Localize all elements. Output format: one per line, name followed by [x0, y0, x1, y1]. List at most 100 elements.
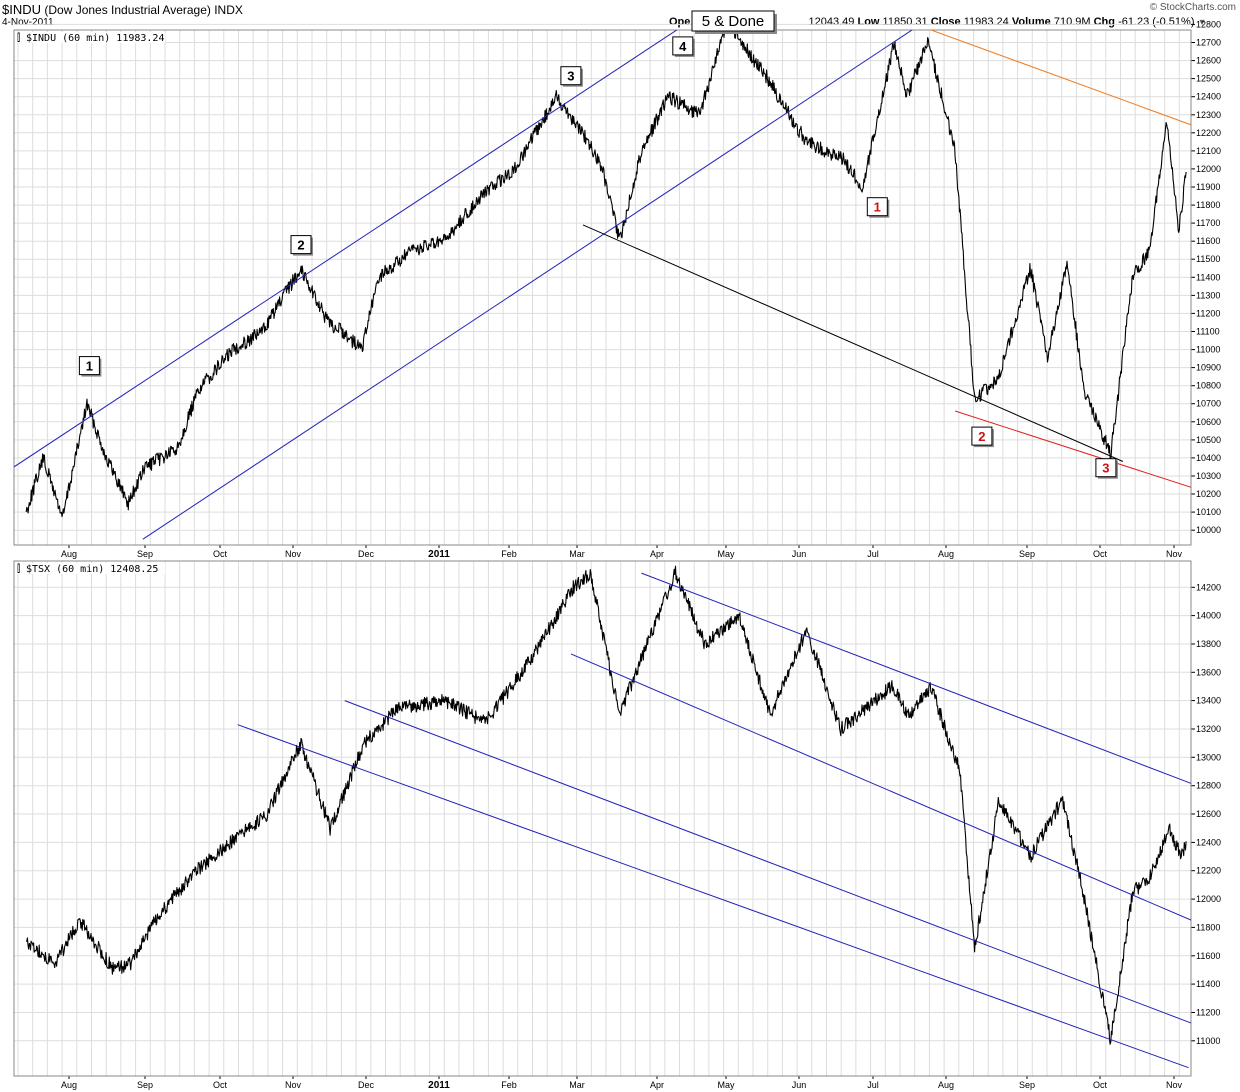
bars-icon: ⫿ [17, 32, 20, 44]
wave-label: 2 [971, 426, 994, 448]
bars-icon: ⫿ [17, 563, 20, 575]
x-tick-label: May [717, 549, 735, 559]
y-tick-label: 11200 [1196, 308, 1220, 318]
x-tick-label: Aug [61, 1080, 77, 1090]
y-tick-label: 10500 [1196, 435, 1221, 445]
x-tick-label: Sep [137, 1080, 153, 1090]
y-tick-label: 11600 [1196, 236, 1220, 246]
quote-date: 4-Nov-2011 [2, 17, 54, 28]
annotation-box: 5 & Done [691, 10, 777, 34]
x-tick-label: Nov [285, 1080, 302, 1090]
x-tick-label: Sep [1019, 549, 1035, 559]
wave-label-text: 2 [978, 429, 985, 444]
black-trendline [582, 224, 1124, 462]
blue-trendline [237, 724, 1189, 1069]
x-tick-label: Oct [213, 1080, 228, 1090]
y-tick-label: 13400 [1196, 696, 1221, 706]
annotation-text: 5 & Done [702, 13, 765, 30]
x-tick-label: Nov [1166, 549, 1183, 559]
wave-label: 3 [560, 66, 583, 87]
open-label: Ope [669, 16, 691, 28]
x-tick-label: May [717, 1080, 735, 1090]
x-tick-label: 2011 [428, 549, 450, 560]
quote-summary: Ope 12043.49 Low 11850.31 Close 11983.24… [669, 16, 1206, 28]
y-tick-label: 12800 [1196, 19, 1221, 29]
y-tick-label: 10000 [1196, 525, 1221, 535]
blue-trendline [641, 572, 1191, 784]
y-tick-label: 11200 [1196, 1008, 1220, 1018]
y-tick-label: 10200 [1196, 489, 1221, 499]
close-label: Close [930, 16, 961, 28]
panel-frame [13, 29, 1192, 546]
panel-1: 10000 10100 10200 10300 10400 10500 10600 10700… [13, 19, 1221, 560]
price-series [25, 565, 1187, 1045]
y-tick-label: 12200 [1196, 128, 1221, 138]
y-tick-label: 10800 [1196, 381, 1221, 391]
blue-trendline [570, 653, 1191, 921]
x-tick-label: Mar [569, 549, 585, 559]
y-tick-label: 12000 [1196, 164, 1221, 174]
symbol-line: $INDU (Dow Jones Industrial Average) IND… [2, 2, 243, 17]
price-series [25, 30, 1187, 518]
blue-trendline [344, 700, 1191, 1024]
y-tick-label: 10900 [1196, 363, 1221, 373]
volume-label: Volume [1011, 16, 1051, 28]
y-tick-label: 13600 [1196, 667, 1221, 677]
y-tick-label: 10400 [1196, 453, 1221, 463]
y-tick-label: 11300 [1196, 290, 1220, 300]
y-tick-label: 11000 [1196, 345, 1220, 355]
grid [17, 30, 1180, 545]
x-tick-label: Feb [501, 549, 517, 559]
y-tick-label: 12600 [1196, 809, 1221, 819]
x-tick-label: 2011 [428, 1080, 450, 1091]
y-tick-label: 11100 [1196, 327, 1220, 337]
y-tick-label: 10100 [1196, 507, 1221, 517]
wave-label-text: 1 [874, 200, 881, 215]
y-tick-label: 12400 [1196, 837, 1221, 847]
y-tick-label: 10600 [1196, 417, 1221, 427]
y-tick-label: 11600 [1196, 951, 1220, 961]
y-tick-label: 11800 [1196, 922, 1220, 932]
y-tick-label: 11400 [1196, 979, 1220, 989]
x-tick-label: Dec [358, 1080, 375, 1090]
y-tick-label: 13000 [1196, 752, 1221, 762]
x-tick-label: Oct [1093, 1080, 1108, 1090]
y-tick-label: 12500 [1196, 74, 1221, 84]
y-tick-label: 12600 [1196, 56, 1221, 66]
wave-label: 1 [866, 197, 890, 218]
wave-label: 2 [290, 235, 313, 256]
x-tick-label: Sep [137, 549, 153, 559]
x-tick-label: Apr [650, 549, 664, 559]
x-tick-label: Nov [1166, 1080, 1183, 1090]
low-value: 11850.31 [882, 16, 928, 28]
wave-label: 3 [1095, 458, 1118, 479]
y-tick-label: 12800 [1196, 781, 1221, 791]
y-tick-label: 12000 [1196, 894, 1221, 904]
y-tick-label: 11000 [1196, 1036, 1220, 1046]
y-tick-label: 12100 [1196, 146, 1221, 156]
grid [17, 561, 1180, 1076]
wave-label-text: 2 [297, 238, 304, 253]
y-tick-label: 11500 [1196, 254, 1220, 264]
y-tick-label: 11800 [1196, 200, 1220, 210]
chg-value: -61.23 (-0.51%) [1118, 16, 1195, 28]
x-tick-label: Jul [867, 1080, 879, 1090]
y-tick-label: 12400 [1196, 92, 1221, 102]
y-tick-label: 12700 [1196, 38, 1221, 48]
wave-label-text: 3 [567, 69, 574, 84]
y-tick-label: 10300 [1196, 471, 1221, 481]
wave-label: 4 [672, 36, 695, 57]
wave-label-text: 3 [1102, 461, 1109, 476]
x-tick-label: Jul [867, 549, 879, 559]
x-tick-label: Aug [938, 549, 954, 559]
blue-trendline [142, 30, 913, 540]
x-tick-label: Apr [650, 1080, 664, 1090]
title-background [15, 563, 165, 574]
chevron-down-icon[interactable]: ▼ [1197, 17, 1207, 27]
y-tick-label: 14000 [1196, 611, 1221, 621]
high-value: 12043.49 [808, 16, 855, 28]
panel-title: $TSX (60 min) 12408.25 [26, 564, 158, 575]
y-tick-label: 13200 [1196, 724, 1221, 734]
y-tick-label: 12300 [1196, 110, 1221, 120]
